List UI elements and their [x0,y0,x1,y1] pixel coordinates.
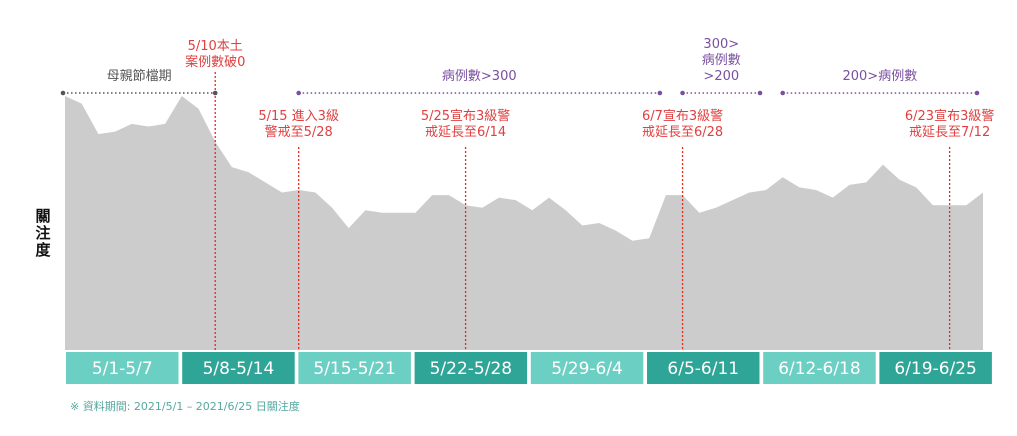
event-label: 6/23宣布3級警 [905,108,994,124]
range-end-dot [757,90,763,96]
range-end-dot [296,90,301,96]
week-label: 5/15-5/21 [313,359,396,379]
event-label: 5/10本土 [188,39,243,54]
range-end-dot [212,90,218,96]
range-label: 病例數 [702,53,741,68]
range-label: 病例數>300 [442,69,517,84]
event-label: 戒延長至7/12 [909,125,990,140]
week-bar [763,352,876,384]
range-end-dot [657,90,663,96]
event-label: 戒延長至6/28 [642,125,723,140]
range-label: >200 [703,69,739,84]
week-bar [182,352,295,384]
week-bar [414,352,528,384]
range-label: 母親節檔期 [107,69,172,84]
week-label: 5/8-5/14 [203,359,275,379]
range-end-dot [60,90,66,96]
y-axis-label: 關注度 [35,207,51,259]
week-label: 6/5-6/11 [667,359,739,379]
event-label: 案例數破0 [185,55,245,70]
week-bar [298,352,411,384]
week-bar [530,352,644,384]
range-end-dot [680,90,685,96]
week-bar [879,352,992,384]
week-label: 6/12-6/18 [778,359,861,379]
range-end-dot [974,90,980,96]
week-label: 5/1-5/7 [92,359,153,379]
event-label: 5/25宣布3級警 [421,108,510,124]
range-label: 300> [703,37,739,52]
range-end-dot [780,90,786,96]
event-label: 6/7宣布3級警 [642,108,723,124]
week-label: 6/19-6/25 [894,359,977,379]
event-label: 5/15 進入3級 [258,109,339,124]
event-label: 警戒至5/28 [265,124,333,140]
week-bar [66,352,179,384]
range-label: 200>病例數 [842,69,917,84]
week-label: 5/29-6/4 [551,359,623,379]
event-label: 戒延長至6/14 [425,125,506,140]
attention-area [65,96,983,350]
week-bar [647,352,760,384]
week-label: 5/22-5/28 [430,359,513,379]
footnote: ※ 資料期間: 2021/5/1 – 2021/6/25 日關注度 [70,400,300,413]
